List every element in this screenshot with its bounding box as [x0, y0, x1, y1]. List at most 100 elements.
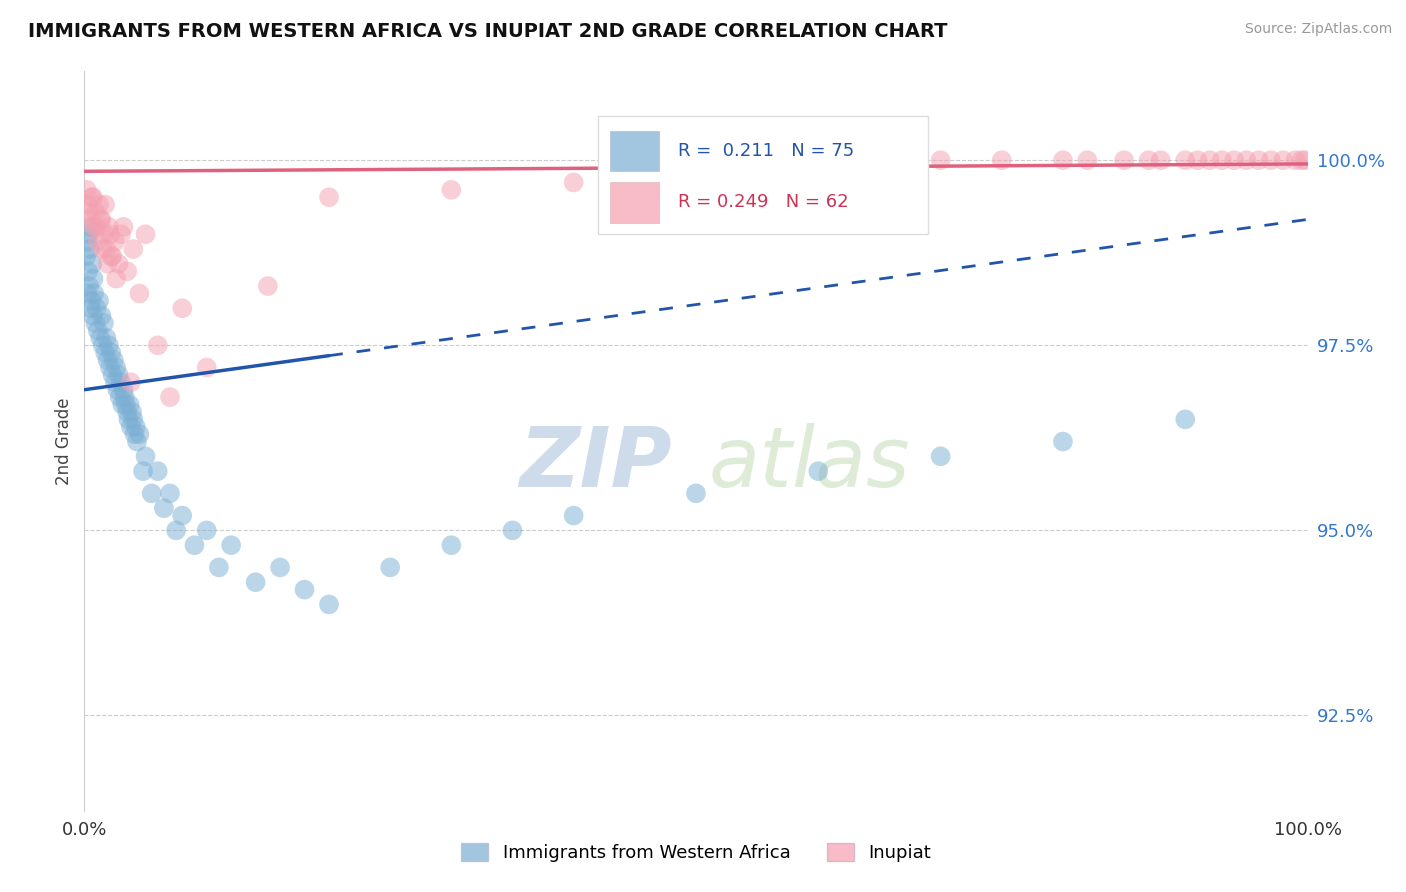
- Point: [562, 508, 585, 523]
- Point: [195, 524, 218, 538]
- Point: [128, 286, 150, 301]
- Point: [77, 279, 100, 293]
- Point: [86, 301, 108, 316]
- Point: [132, 464, 155, 478]
- FancyBboxPatch shape: [598, 116, 928, 235]
- Point: [90, 309, 112, 323]
- Point: [146, 338, 169, 352]
- Point: [86, 219, 108, 234]
- Point: [105, 360, 128, 375]
- Point: [294, 582, 316, 597]
- Point: [125, 419, 148, 434]
- Point: [112, 383, 135, 397]
- Point: [97, 219, 120, 234]
- Point: [1174, 153, 1197, 168]
- Point: [94, 197, 117, 211]
- Point: [80, 219, 103, 234]
- Point: [83, 219, 105, 234]
- Point: [79, 242, 101, 256]
- Point: [115, 405, 138, 419]
- Point: [77, 197, 100, 211]
- Point: [101, 250, 124, 264]
- Point: [120, 376, 142, 390]
- Point: [1223, 153, 1246, 168]
- Point: [87, 235, 110, 249]
- Point: [1052, 153, 1074, 168]
- Text: IMMIGRANTS FROM WESTERN AFRICA VS INUPIAT 2ND GRADE CORRELATION CHART: IMMIGRANTS FROM WESTERN AFRICA VS INUPIA…: [28, 22, 948, 41]
- Point: [90, 212, 112, 227]
- Point: [87, 197, 110, 211]
- Point: [929, 153, 952, 168]
- Point: [159, 390, 181, 404]
- Point: [219, 538, 242, 552]
- Point: [807, 464, 830, 478]
- Point: [120, 419, 142, 434]
- Point: [165, 524, 187, 538]
- Point: [98, 227, 121, 242]
- Point: [195, 360, 218, 375]
- Point: [1187, 153, 1209, 168]
- Point: [1236, 153, 1258, 168]
- Point: [77, 264, 100, 278]
- Point: [103, 353, 125, 368]
- Point: [685, 486, 707, 500]
- Point: [97, 338, 120, 352]
- Point: [172, 301, 194, 316]
- Point: [76, 183, 98, 197]
- Point: [141, 486, 163, 500]
- Text: ZIP: ZIP: [519, 423, 672, 504]
- Point: [1284, 153, 1306, 168]
- Point: [107, 257, 129, 271]
- Point: [1211, 153, 1233, 168]
- Point: [1260, 153, 1282, 168]
- Point: [245, 575, 267, 590]
- Point: [77, 227, 100, 242]
- Point: [502, 524, 524, 538]
- Text: R = 0.249   N = 62: R = 0.249 N = 62: [678, 194, 848, 211]
- Point: [100, 250, 122, 264]
- Point: [122, 412, 145, 426]
- Point: [100, 345, 122, 359]
- Point: [96, 331, 118, 345]
- Point: [110, 376, 132, 390]
- Text: atlas: atlas: [709, 423, 910, 504]
- Point: [1272, 153, 1295, 168]
- Point: [1247, 153, 1270, 168]
- Legend: Immigrants from Western Africa, Inupiat: Immigrants from Western Africa, Inupiat: [454, 836, 938, 870]
- Y-axis label: 2nd Grade: 2nd Grade: [55, 398, 73, 485]
- Point: [91, 338, 114, 352]
- Point: [111, 398, 134, 412]
- Text: Source: ZipAtlas.com: Source: ZipAtlas.com: [1244, 22, 1392, 37]
- Point: [105, 271, 128, 285]
- Point: [83, 271, 105, 285]
- Point: [89, 331, 111, 345]
- Point: [87, 324, 110, 338]
- Point: [929, 450, 952, 464]
- Point: [1174, 412, 1197, 426]
- Point: [257, 279, 280, 293]
- Point: [118, 398, 141, 412]
- Point: [1291, 153, 1313, 168]
- Point: [104, 235, 127, 249]
- Point: [79, 212, 101, 227]
- Point: [1137, 153, 1160, 168]
- Point: [97, 257, 120, 271]
- Point: [380, 560, 402, 574]
- Point: [80, 190, 103, 204]
- Point: [1076, 153, 1098, 168]
- Point: [146, 464, 169, 478]
- Point: [114, 390, 136, 404]
- Point: [82, 257, 104, 271]
- Point: [562, 176, 585, 190]
- Point: [1052, 434, 1074, 449]
- Point: [1198, 153, 1220, 168]
- Point: [84, 205, 107, 219]
- Point: [440, 538, 463, 552]
- Point: [1114, 153, 1136, 168]
- Point: [84, 316, 107, 330]
- Point: [110, 227, 132, 242]
- Point: [82, 309, 104, 323]
- Point: [172, 508, 194, 523]
- Point: [94, 345, 117, 359]
- Point: [101, 368, 124, 382]
